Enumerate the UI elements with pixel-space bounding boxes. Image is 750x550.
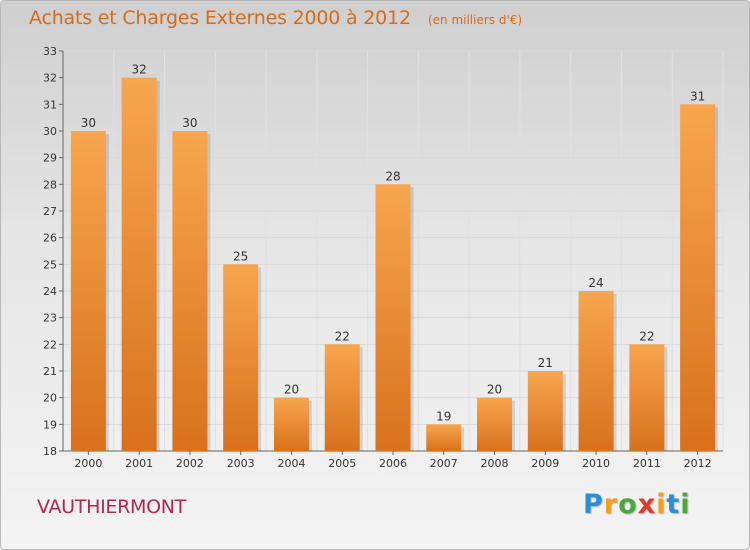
- value-label: 28: [385, 169, 400, 183]
- bar: [527, 371, 563, 451]
- value-label: 20: [284, 383, 299, 397]
- x-tick-label: 2003: [227, 457, 255, 470]
- x-tick-label: 2002: [176, 457, 204, 470]
- bar: [578, 291, 614, 451]
- y-tick-label: 22: [43, 338, 57, 351]
- x-tick-label: 2007: [430, 457, 458, 470]
- y-tick-label: 18: [43, 445, 57, 458]
- bar: [273, 397, 309, 451]
- proxiti-logo: Proxiti: [583, 489, 691, 520]
- x-tick-label: 2001: [125, 457, 153, 470]
- y-tick-label: 25: [43, 258, 57, 271]
- value-label: 25: [233, 249, 248, 263]
- value-label: 32: [132, 63, 147, 77]
- y-tick-label: 29: [43, 152, 57, 165]
- bar: [426, 424, 462, 451]
- y-tick-label: 24: [43, 285, 57, 298]
- x-tick-label: 2008: [481, 457, 509, 470]
- x-tick-label: 2005: [328, 457, 356, 470]
- bar: [121, 77, 157, 452]
- y-tick-label: 28: [43, 178, 57, 191]
- y-tick-label: 26: [43, 232, 57, 245]
- labels: 18 19 20 21 22 23 24 25 26 27 28 29 30 31 32 33 30 2000 32…: [43, 45, 712, 470]
- y-tick-label: 19: [43, 418, 57, 431]
- value-label: 30: [81, 116, 96, 130]
- x-tick-label: 2012: [684, 457, 712, 470]
- logo-letter: t: [666, 489, 681, 520]
- y-tick-label: 23: [43, 312, 57, 325]
- logo-letter: x: [637, 489, 657, 520]
- y-tick-label: 20: [43, 392, 57, 405]
- logo-letter: o: [618, 489, 638, 520]
- logo-letter: i: [680, 489, 691, 520]
- bars: [70, 77, 719, 452]
- x-tick-label: 2006: [379, 457, 407, 470]
- bar: [223, 264, 259, 451]
- x-tick-label: 2004: [277, 457, 305, 470]
- value-label: 19: [436, 409, 451, 423]
- bar: [324, 344, 360, 451]
- value-label: 30: [182, 116, 197, 130]
- y-tick-label: 27: [43, 205, 57, 218]
- value-label: 20: [487, 383, 502, 397]
- y-tick-label: 30: [43, 125, 57, 138]
- chart-subtitle: (en milliers d'€): [427, 13, 523, 27]
- bar: [680, 104, 716, 451]
- logo-letter: i: [656, 489, 667, 520]
- logo-letter: r: [603, 489, 619, 520]
- value-label: 22: [335, 329, 350, 343]
- y-tick-label: 21: [43, 365, 57, 378]
- bar: [172, 131, 208, 451]
- logo-letter: P: [583, 489, 604, 520]
- y-tick-label: 33: [43, 45, 57, 58]
- value-label: 24: [588, 276, 603, 290]
- y-tick-label: 32: [43, 72, 57, 85]
- bar: [477, 397, 513, 451]
- value-label: 22: [639, 329, 654, 343]
- chart-title: Achats et Charges Externes 2000 à 2012: [29, 7, 411, 29]
- chart-title-line: Achats et Charges Externes 2000 à 2012 (…: [29, 7, 522, 29]
- value-label: 31: [690, 89, 705, 103]
- place-name: VAUTHIERMONT: [37, 496, 186, 518]
- bar: [629, 344, 665, 451]
- bar: [70, 131, 106, 451]
- value-label: 21: [538, 356, 553, 370]
- x-tick-label: 2011: [633, 457, 661, 470]
- x-tick-label: 2009: [531, 457, 559, 470]
- x-tick-label: 2000: [74, 457, 102, 470]
- x-tick-label: 2010: [582, 457, 610, 470]
- bar: [375, 184, 411, 452]
- y-tick-label: 31: [43, 98, 57, 111]
